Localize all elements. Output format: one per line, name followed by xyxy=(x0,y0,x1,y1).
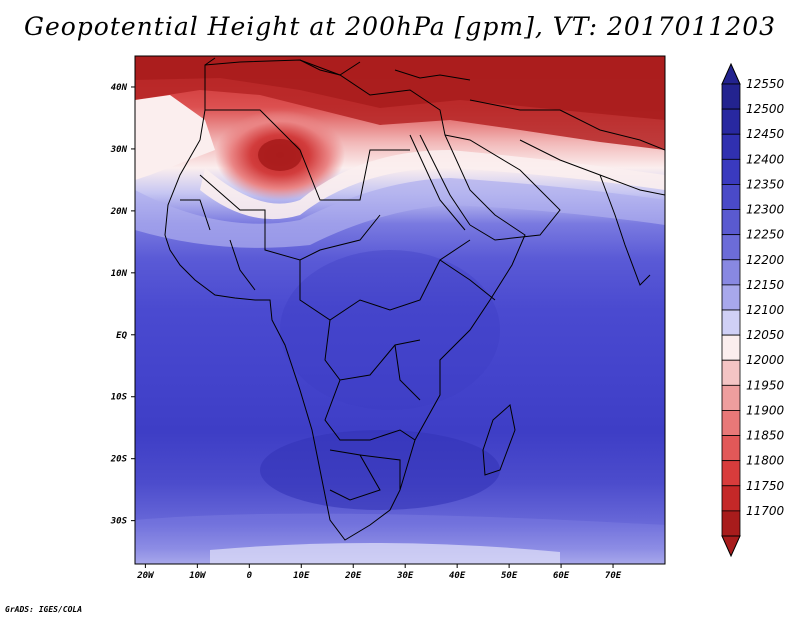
credit-label: GrADS: IGES/COLA xyxy=(5,605,83,614)
colorbar-label: 12450 xyxy=(746,127,785,141)
y-tick-label: 30N xyxy=(110,145,128,155)
colorbar-label: 12100 xyxy=(746,303,785,317)
colorbar-label: 12000 xyxy=(746,353,785,367)
x-tick-label: 10W xyxy=(189,571,207,581)
plot-frame xyxy=(134,55,666,565)
y-tick-label: 20S xyxy=(110,455,128,465)
y-tick-label: 10S xyxy=(111,393,128,403)
x-tick-label: 10E xyxy=(293,571,310,581)
x-axis: 20W 10W 0 10E 20E 30E 40E 50E 60E 70E xyxy=(136,564,622,581)
colorbar-label: 12350 xyxy=(746,177,785,191)
colorbar-label: 12500 xyxy=(746,102,785,116)
x-tick-label: 20W xyxy=(136,571,155,581)
colorbar-label: 11800 xyxy=(746,454,785,468)
colorbar-swatch xyxy=(721,460,741,487)
field-shading xyxy=(135,56,665,564)
colorbar-swatch xyxy=(721,209,741,236)
colorbar-swatch xyxy=(721,309,741,336)
y-tick-label: 40N xyxy=(111,83,128,93)
y-tick-label: 10N xyxy=(111,269,128,279)
colorbar-label: 11900 xyxy=(746,403,785,417)
x-tick-label: 70E xyxy=(605,571,622,581)
colorbar-swatch xyxy=(721,410,741,436)
y-tick-label: 20N xyxy=(110,207,128,217)
x-tick-label: 0 xyxy=(247,571,253,581)
x-tick-label: 40E xyxy=(449,571,466,581)
x-tick-label: 50E xyxy=(501,571,518,581)
colorbar-swatch xyxy=(721,485,741,512)
colorbar-swatch xyxy=(721,435,741,462)
colorbar-label: 12150 xyxy=(746,278,785,292)
coastlines xyxy=(164,57,665,541)
colorbar-label: 11700 xyxy=(746,504,785,518)
colorbar-swatch xyxy=(721,259,741,286)
colorbar-bottom-arrow xyxy=(721,535,741,558)
colorbar-label: 12250 xyxy=(746,228,785,242)
colorbar-swatch xyxy=(721,133,741,160)
colorbar-swatch xyxy=(721,108,741,135)
colorbar-swatch xyxy=(721,384,741,411)
colorbar-swatch xyxy=(721,158,741,185)
x-tick-label: 20E xyxy=(344,571,362,581)
y-tick-label: 30S xyxy=(110,517,128,527)
colorbar-swatch xyxy=(721,359,741,386)
colorbar-swatch xyxy=(721,334,741,361)
colorbar-swatch xyxy=(721,234,741,261)
colorbar-label: 11950 xyxy=(746,378,785,392)
colorbar-label: 12200 xyxy=(746,253,785,267)
colorbar-swatch xyxy=(721,284,741,311)
colorbar-label: 12400 xyxy=(746,152,785,166)
x-tick-label: 60E xyxy=(553,571,570,581)
colorbar-label: 12300 xyxy=(746,203,785,217)
colorbar-swatch xyxy=(721,184,741,210)
colorbar-label: 11750 xyxy=(746,479,785,493)
colorbar-label: 12050 xyxy=(746,328,785,342)
colorbar-label: 12550 xyxy=(746,77,785,91)
x-tick-label: 30E xyxy=(396,571,414,581)
colorbar-top-arrow xyxy=(721,62,741,85)
colorbar-swatch xyxy=(721,510,741,537)
colorbar-swatch xyxy=(721,83,741,110)
colorbar-label: 11850 xyxy=(746,429,785,443)
y-axis: 40N 30N 20N 10N EQ 10S 20S 30S xyxy=(110,83,135,527)
y-tick-label: EQ xyxy=(116,331,127,341)
chart-title: Geopotential Height at 200hPa [gpm], VT:… xyxy=(23,12,777,41)
